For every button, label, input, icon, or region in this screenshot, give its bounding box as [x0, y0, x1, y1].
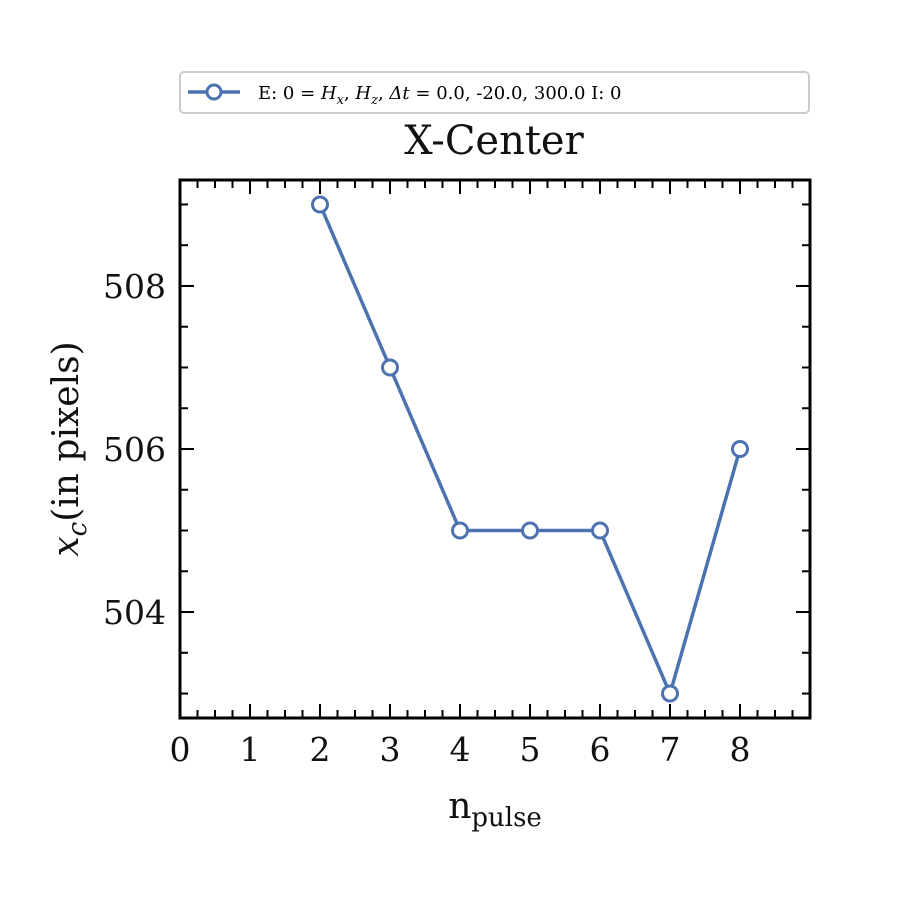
data-point [381, 358, 399, 377]
legend-sep2: , [378, 83, 389, 104]
tick-labels: 0 1 2 3 4 5 6 7 8 504 506 508 [103, 267, 751, 769]
x-tick-label: 5 [520, 730, 541, 769]
x-axis-label-main: n [448, 786, 471, 827]
y-axis-label: xc(in pixels) [46, 341, 93, 556]
y-axis-label-var: x [46, 536, 87, 556]
x-tick-label: 8 [730, 730, 751, 769]
x-tick-label: 2 [310, 730, 331, 769]
legend-eq: = [410, 83, 437, 104]
y-tick-label: 508 [103, 267, 166, 306]
plot-frame [178, 178, 812, 720]
x-axis-label-subscript: pulse [471, 803, 541, 833]
x-axis-label: npulse [448, 786, 542, 833]
x-tick-label: 1 [240, 730, 261, 769]
x-tick-label: 6 [590, 730, 611, 769]
legend-delta-t: Δt [388, 83, 410, 104]
legend-var1-sub: x [337, 93, 345, 108]
data-point [731, 440, 749, 458]
data-point [591, 521, 609, 540]
legend-var2-sub: z [370, 93, 378, 108]
legend-var2: H [354, 83, 371, 104]
legend-sep: , [344, 83, 355, 104]
series-group [311, 195, 749, 703]
x-tick-label: 7 [660, 730, 681, 769]
data-point [661, 684, 679, 703]
y-tick-label: 506 [103, 430, 166, 469]
legend-marker [205, 83, 223, 101]
legend-label: E: 0 = Hx, Hz, Δt = 0.0, -20.0, 300.0 I:… [258, 83, 621, 108]
legend-var1: H [320, 83, 337, 104]
ticks [179, 180, 811, 718]
legend-values: 0.0, -20.0, 300.0 I: 0 [436, 83, 621, 104]
y-tick-label: 504 [103, 593, 166, 632]
data-point [311, 195, 329, 214]
legend-prefix: E: 0 = [258, 83, 321, 104]
data-point [451, 521, 469, 540]
chart-title: X-Center [404, 118, 584, 164]
x-tick-label: 4 [450, 730, 471, 769]
y-axis-label-sub: c [63, 521, 93, 536]
data-point [521, 521, 539, 540]
legend: E: 0 = Hx, Hz, Δt = 0.0, -20.0, 300.0 I:… [179, 71, 810, 114]
y-axis-label-text: (in pixels) [46, 341, 87, 521]
legend-box [179, 71, 810, 114]
x-tick-label: 0 [170, 730, 191, 769]
series-line [318, 203, 742, 696]
x-tick-label: 3 [380, 730, 401, 769]
